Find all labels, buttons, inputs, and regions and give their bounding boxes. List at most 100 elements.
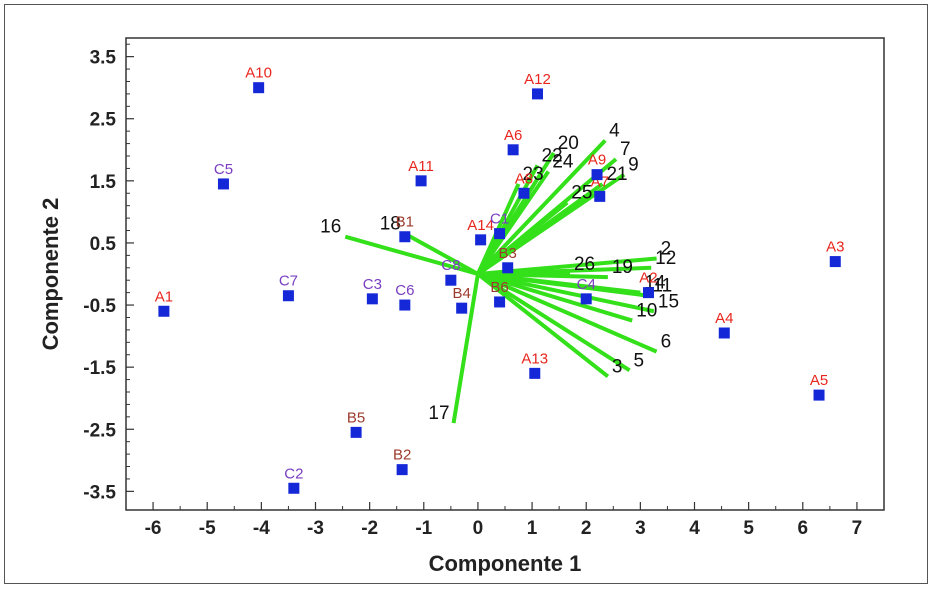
x-tick-label: -3 xyxy=(307,518,324,539)
point-label: C3 xyxy=(363,276,382,293)
y-tick-label: 0.5 xyxy=(90,234,117,255)
vector-line xyxy=(476,272,631,372)
point-label: B6 xyxy=(490,279,508,296)
vector-label: 6 xyxy=(661,332,672,353)
data-point xyxy=(253,82,265,94)
x-tick-label: 7 xyxy=(852,518,863,539)
vector-line xyxy=(476,170,550,276)
x-tick-label: 1 xyxy=(527,518,538,539)
y-tick-label: -0.5 xyxy=(83,296,116,317)
y-tick-label: 1.5 xyxy=(90,172,117,193)
point-label: C2 xyxy=(284,465,303,482)
vector-label: 10 xyxy=(636,301,657,322)
data-point xyxy=(282,290,294,302)
y-tick-label: 3.5 xyxy=(90,48,117,69)
vector-line xyxy=(476,201,569,276)
vector-line xyxy=(403,231,479,276)
data-point xyxy=(591,169,603,181)
y-tick-label: -2.5 xyxy=(83,420,116,441)
point-label: B4 xyxy=(453,285,471,302)
vector-label: 2 xyxy=(661,238,672,259)
point-label: A1 xyxy=(155,288,173,305)
x-tick-label: -2 xyxy=(361,518,378,539)
data-point xyxy=(396,464,408,476)
point-label: C8 xyxy=(441,257,460,274)
vector-label: 25 xyxy=(571,183,592,204)
point-label: A10 xyxy=(245,65,272,82)
data-point xyxy=(507,144,519,156)
data-point xyxy=(456,302,468,314)
tick-layer: -6 -5 -4 -3 -2 -1 0 1 2 3 4 5 6 73.52.51.50.5-0.5-1.5… xyxy=(83,43,863,539)
point-label: C4 xyxy=(577,276,596,293)
point-label: B2 xyxy=(393,447,411,464)
point-label: C5 xyxy=(214,161,233,178)
vector-label: 19 xyxy=(612,257,633,278)
x-tick-label: -4 xyxy=(253,518,270,539)
vector-label: 17 xyxy=(428,403,449,424)
vector-label: 3 xyxy=(612,356,623,377)
point-label: A11 xyxy=(408,158,434,175)
point-label: C1 xyxy=(490,211,509,228)
data-point xyxy=(366,293,378,305)
data-point xyxy=(580,293,592,305)
point-label: A9 xyxy=(588,152,606,169)
vector-line xyxy=(477,272,655,314)
vector-line xyxy=(451,273,480,424)
x-tick-label: -1 xyxy=(415,518,432,539)
data-point xyxy=(494,296,506,308)
data-point xyxy=(415,175,427,187)
x-tick-label: 5 xyxy=(743,518,754,539)
x-tick-label: 0 xyxy=(473,518,484,539)
data-point xyxy=(217,178,229,190)
vector-line xyxy=(477,272,641,295)
x-tick-label: 4 xyxy=(689,518,700,539)
vector-line xyxy=(477,272,633,323)
vector-label: 23 xyxy=(523,164,544,185)
data-point xyxy=(502,262,514,274)
vector-label: 26 xyxy=(574,254,595,275)
vector-line xyxy=(476,272,610,379)
data-point xyxy=(158,305,170,317)
vector-label: 22 xyxy=(541,145,562,166)
vector-label: 24 xyxy=(552,152,574,173)
vector-label: 12 xyxy=(655,248,676,269)
point-label: A6 xyxy=(504,127,522,144)
point-label: A3 xyxy=(826,239,844,256)
point-label: A2 xyxy=(639,270,657,287)
x-axis-label: Componente 1 xyxy=(429,551,582,576)
vector-label: 11 xyxy=(652,276,672,297)
point-label: B3 xyxy=(499,245,517,262)
y-tick-label: 2.5 xyxy=(90,110,117,131)
data-point xyxy=(529,367,541,379)
data-point xyxy=(829,256,841,268)
point-label: B5 xyxy=(347,409,365,426)
vector-label: 15 xyxy=(658,291,679,312)
data-point xyxy=(518,187,530,199)
point-label: A5 xyxy=(810,372,828,389)
x-tick-label: 2 xyxy=(581,518,592,539)
y-tick-label: -1.5 xyxy=(83,358,116,379)
y-axis-label: Componente 2 xyxy=(38,198,63,351)
vector-label: 16 xyxy=(320,217,341,238)
vector-label: 18 xyxy=(380,214,401,235)
data-point xyxy=(494,228,506,240)
vector-label: 20 xyxy=(558,133,579,154)
data-point xyxy=(531,88,543,100)
y-tick-label: -3.5 xyxy=(83,482,116,503)
x-tick-label: 3 xyxy=(635,518,646,539)
data-point xyxy=(813,389,825,401)
data-point xyxy=(350,426,362,438)
vector-label: 4 xyxy=(609,120,620,141)
x-tick-label: -6 xyxy=(145,518,162,539)
point-label: A12 xyxy=(524,71,551,88)
data-point xyxy=(399,299,411,311)
data-point xyxy=(399,231,411,243)
point-label: A13 xyxy=(521,350,548,367)
data-point xyxy=(288,482,300,494)
data-point xyxy=(718,327,730,339)
point-layer: A1A2A3A4A5A6A7A8A9A10A11A12A13A14B1B2B3B… xyxy=(155,65,844,494)
vector-line xyxy=(344,234,479,276)
data-point xyxy=(445,274,457,286)
